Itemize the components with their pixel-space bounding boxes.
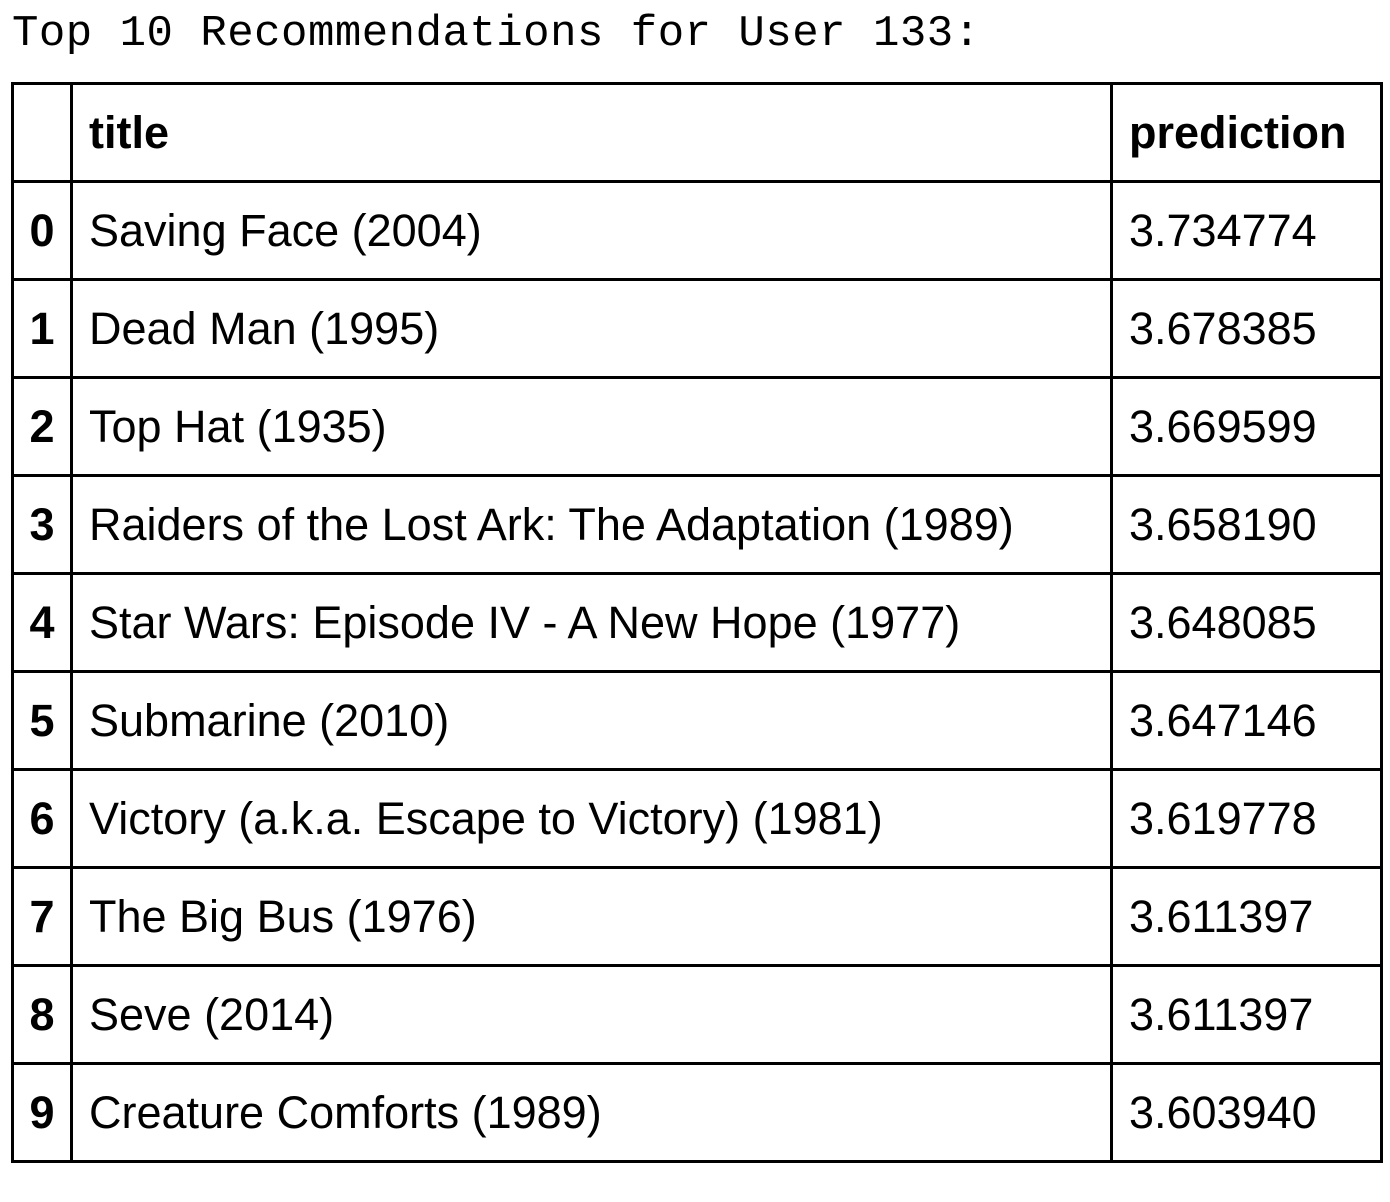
title-cell: Creature Comforts (1989) — [70, 1062, 1113, 1163]
title-cell: Raiders of the Lost Ark: The Adaptation … — [70, 474, 1113, 575]
table-header-row: title prediction — [11, 82, 1383, 183]
row-index: 6 — [11, 768, 73, 869]
prediction-cell: 3.619778 — [1110, 768, 1383, 869]
prediction-cell: 3.648085 — [1110, 572, 1383, 673]
row-index: 2 — [11, 376, 73, 477]
table-row: 1 Dead Man (1995) 3.678385 — [11, 278, 1383, 379]
table-row: 5 Submarine (2010) 3.647146 — [11, 670, 1383, 771]
title-cell: Dead Man (1995) — [70, 278, 1113, 379]
row-index: 1 — [11, 278, 73, 379]
prediction-cell: 3.678385 — [1110, 278, 1383, 379]
prediction-cell: 3.603940 — [1110, 1062, 1383, 1163]
table-row: 6 Victory (a.k.a. Escape to Victory) (19… — [11, 768, 1383, 869]
row-index: 5 — [11, 670, 73, 771]
prediction-cell: 3.734774 — [1110, 180, 1383, 281]
row-index: 3 — [11, 474, 73, 575]
output-caption: Top 10 Recommendations for User 133: — [12, 9, 981, 59]
title-cell: Star Wars: Episode IV - A New Hope (1977… — [70, 572, 1113, 673]
table-row: 3 Raiders of the Lost Ark: The Adaptatio… — [11, 474, 1383, 575]
row-index: 7 — [11, 866, 73, 967]
row-index: 9 — [11, 1062, 73, 1163]
row-index: 0 — [11, 180, 73, 281]
title-cell: The Big Bus (1976) — [70, 866, 1113, 967]
recommendations-table: title prediction 0 Saving Face (2004) 3.… — [11, 82, 1383, 1163]
title-cell: Victory (a.k.a. Escape to Victory) (1981… — [70, 768, 1113, 869]
title-cell: Top Hat (1935) — [70, 376, 1113, 477]
table-row: 4 Star Wars: Episode IV - A New Hope (19… — [11, 572, 1383, 673]
index-header — [11, 82, 73, 183]
table-row: 0 Saving Face (2004) 3.734774 — [11, 180, 1383, 281]
title-header: title — [70, 82, 1113, 183]
table-row: 8 Seve (2014) 3.611397 — [11, 964, 1383, 1065]
prediction-cell: 3.669599 — [1110, 376, 1383, 477]
row-index: 4 — [11, 572, 73, 673]
table-row: 9 Creature Comforts (1989) 3.603940 — [11, 1062, 1383, 1163]
prediction-cell: 3.658190 — [1110, 474, 1383, 575]
prediction-cell: 3.647146 — [1110, 670, 1383, 771]
table-row: 7 The Big Bus (1976) 3.611397 — [11, 866, 1383, 967]
title-cell: Submarine (2010) — [70, 670, 1113, 771]
title-cell: Saving Face (2004) — [70, 180, 1113, 281]
prediction-cell: 3.611397 — [1110, 866, 1383, 967]
prediction-cell: 3.611397 — [1110, 964, 1383, 1065]
title-cell: Seve (2014) — [70, 964, 1113, 1065]
table-row: 2 Top Hat (1935) 3.669599 — [11, 376, 1383, 477]
prediction-header: prediction — [1110, 82, 1383, 183]
table-body: 0 Saving Face (2004) 3.734774 1 Dead Man… — [11, 180, 1383, 1163]
row-index: 8 — [11, 964, 73, 1065]
